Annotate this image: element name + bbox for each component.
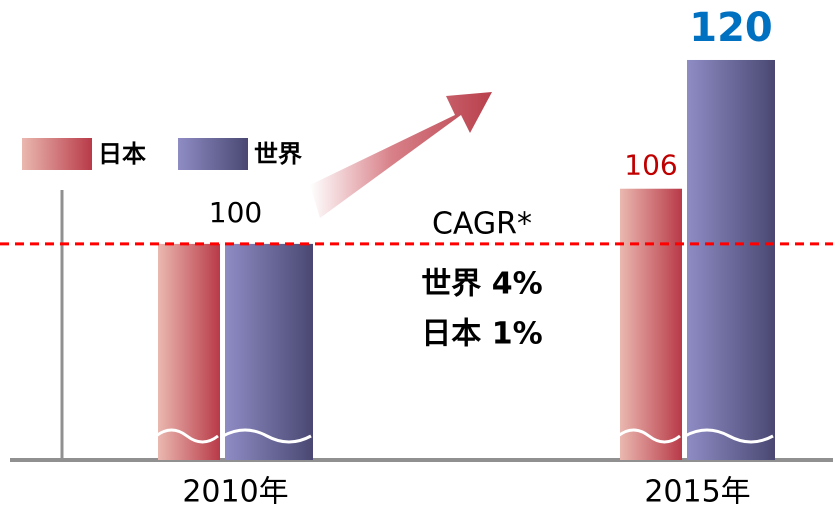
- legend-swatch: [22, 138, 92, 170]
- x-tick-label: 2010年: [182, 475, 288, 510]
- annotation: CAGR*: [432, 207, 532, 242]
- legend-swatch: [178, 138, 248, 170]
- bar: [620, 188, 682, 460]
- data-label: 120: [689, 5, 773, 51]
- data-label: 106: [624, 149, 677, 182]
- growth-arrow: [310, 92, 492, 218]
- x-tick-label: 2015年: [644, 475, 750, 510]
- legend-label: 日本: [98, 140, 146, 168]
- data-label: 100: [209, 196, 262, 229]
- legend-label: 世界: [254, 140, 302, 168]
- axis-break: [155, 428, 219, 444]
- axis-break: [617, 428, 681, 444]
- bar: [225, 243, 313, 460]
- annotation: 世界 4%: [421, 267, 542, 302]
- axis-break: [222, 428, 312, 444]
- annotation: 日本 1%: [421, 317, 542, 352]
- marks: [155, 59, 775, 461]
- bar: [158, 243, 220, 460]
- axis-break: [684, 428, 774, 444]
- bar: [687, 59, 775, 461]
